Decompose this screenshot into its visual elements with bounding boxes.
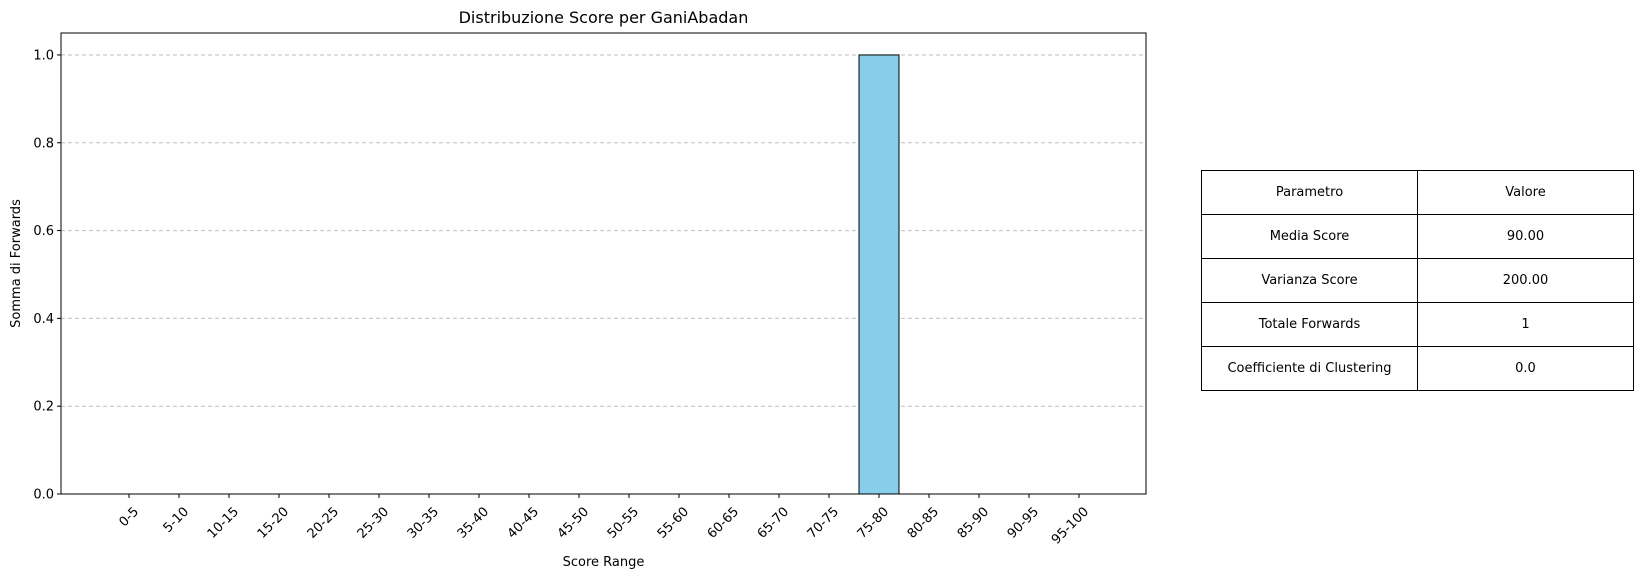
x-tick-label: 60-65	[705, 504, 742, 541]
x-tick-label: 0-5	[116, 504, 142, 530]
grid-lines	[61, 54, 1146, 407]
y-tick-label: 0.8	[33, 136, 54, 151]
x-tick-label: 40-45	[505, 504, 542, 541]
x-tick-label: 35-40	[455, 504, 492, 541]
table-cell-parameter: Coefficiente di Clustering	[1201, 346, 1418, 391]
bars	[858, 54, 900, 495]
y-axis: 0.0 0.2 0.4 0.6 0.8 1.0	[33, 48, 61, 503]
x-tick-label: 85-90	[955, 504, 992, 541]
x-tick-label: 25-30	[355, 504, 392, 541]
table-cell-parameter: Totale Forwards	[1201, 302, 1418, 347]
x-tick-label: 65-70	[755, 504, 792, 541]
x-tick-label: 15-20	[255, 504, 292, 541]
table-cell-value: 1	[1417, 302, 1634, 347]
plot-frame	[60, 32, 1147, 495]
x-tick-label: 55-60	[655, 504, 692, 541]
y-tick-label: 1.0	[33, 48, 54, 63]
y-tick-label: 0.0	[33, 488, 54, 503]
x-tick-label: 50-55	[605, 504, 642, 541]
x-tick-label: 20-25	[305, 504, 342, 541]
y-tick-label: 0.4	[33, 312, 54, 327]
table-row: Totale Forwards 1	[1201, 302, 1634, 347]
x-tick-label: 90-95	[1005, 504, 1042, 541]
x-tick-label: 95-100	[1049, 504, 1092, 547]
table-cell-value: 90.00	[1417, 214, 1634, 259]
stats-table: Parametro Valore Media Score 90.00 Varia…	[1201, 170, 1634, 391]
table-header-cell: Parametro	[1201, 170, 1418, 215]
table-cell-value: 200.00	[1417, 258, 1634, 303]
x-tick-label: 5-10	[161, 504, 192, 535]
table-row: Varianza Score 200.00	[1201, 258, 1634, 303]
bar-75-80	[858, 54, 900, 495]
table-cell-parameter: Varianza Score	[1201, 258, 1418, 303]
x-tick-label: 10-15	[205, 504, 242, 541]
table-header-row: Parametro Valore	[1201, 170, 1634, 215]
y-tick-label: 0.6	[33, 224, 54, 239]
table-row: Media Score 90.00	[1201, 214, 1634, 259]
chart-title: Distribuzione Score per GaniAbadan	[459, 8, 749, 27]
table-row: Coefficiente di Clustering 0.0	[1201, 346, 1634, 391]
x-tick-label: 30-35	[405, 504, 442, 541]
table-cell-value: 0.0	[1417, 346, 1634, 391]
y-tick-label: 0.2	[33, 400, 54, 415]
x-tick-label: 45-50	[555, 504, 592, 541]
x-axis-title: Score Range	[563, 555, 645, 570]
x-tick-label: 70-75	[805, 504, 842, 541]
x-axis: 0-5 5-10 10-15 15-20 20-25 25-30 30-35 35-40 40-…	[116, 494, 1092, 548]
bar-chart: 0.0 0.2 0.4 0.6 0.8 1.0 0-5 5-10 10-15 15-20 20-2…	[9, 8, 1147, 570]
table-cell-parameter: Media Score	[1201, 214, 1418, 259]
x-tick-label: 80-85	[905, 504, 942, 541]
y-axis-title: Somma di Forwards	[9, 199, 24, 328]
table-header-cell: Valore	[1417, 170, 1634, 215]
x-tick-label: 75-80	[855, 504, 892, 541]
